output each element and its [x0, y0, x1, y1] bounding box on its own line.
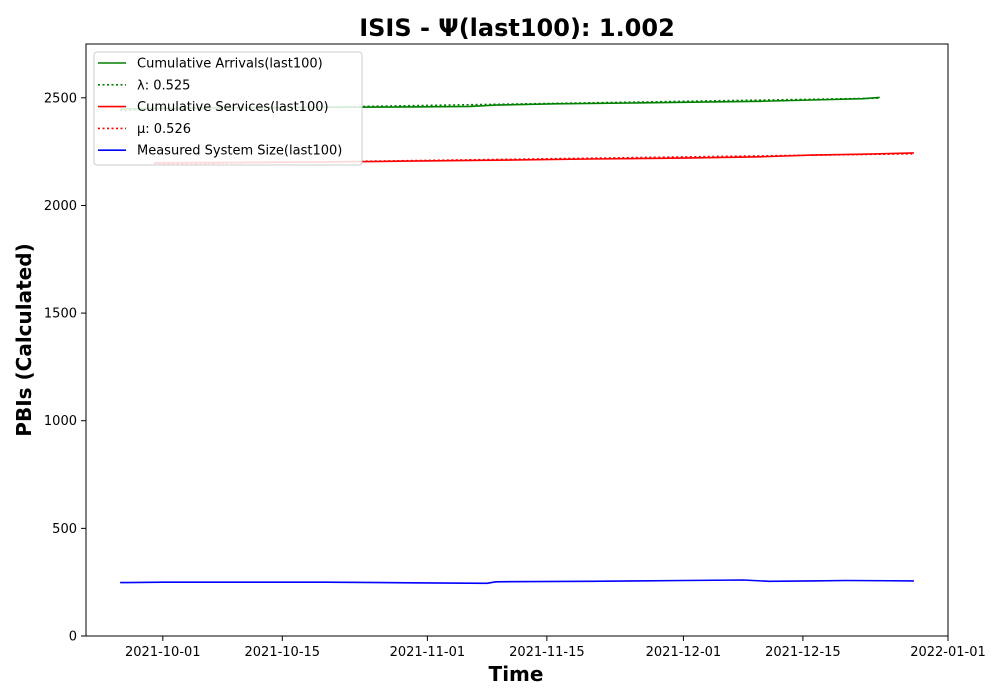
x-tick-label: 2021-10-15: [245, 645, 321, 660]
y-tick-label: 1500: [44, 307, 77, 322]
legend-entry: Cumulative Services(last100): [137, 100, 329, 115]
y-tick-label: 2500: [44, 91, 77, 106]
legend-entry: λ: 0.525: [137, 78, 190, 93]
x-tick-label: 2021-12-15: [765, 645, 841, 660]
x-tick-label: 2022-01-01: [910, 645, 986, 660]
legend: Cumulative Arrivals(last100) λ: 0.525 Cumu…: [93, 51, 363, 166]
plot-area: 0 500 1000 1500 2000 2500 2021-10-01 2021-10-15…: [44, 43, 986, 660]
x-tick-label: 2021-12-01: [646, 645, 722, 660]
y-tick-label: 500: [52, 522, 77, 537]
series-line-4: [120, 579, 914, 585]
x-tick-label: 2021-11-01: [390, 645, 466, 660]
plot-frame: [85, 43, 949, 637]
legend-entry: Cumulative Arrivals(last100): [137, 57, 323, 72]
legend-entry: Measured System Size(last100): [137, 144, 342, 159]
x-tick-label: 2021-11-15: [509, 645, 585, 660]
x-tick-label: 2021-10-01: [125, 645, 201, 660]
chart-title: ISIS - Ψ(last100): 1.002: [359, 14, 675, 42]
x-axis-label: Time: [489, 662, 544, 686]
y-axis-label: PBIs (Calculated): [12, 243, 36, 436]
y-tick-label: 2000: [44, 199, 77, 214]
legend-entry: μ: 0.526: [137, 122, 191, 137]
y-tick-label: 0: [69, 630, 77, 645]
legend-box: [93, 51, 363, 166]
y-tick-label: 1000: [44, 414, 77, 429]
